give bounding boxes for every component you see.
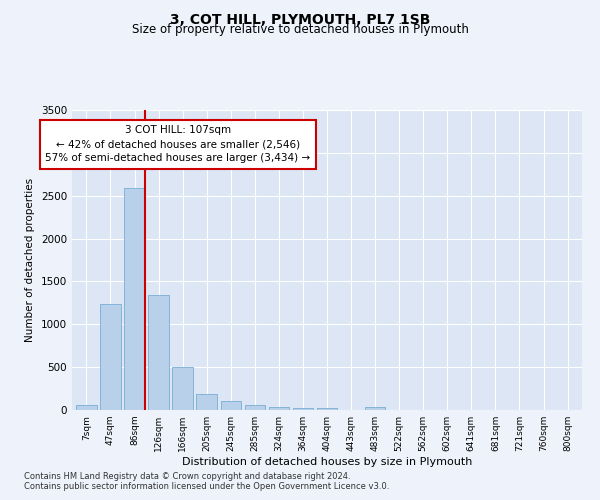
Bar	[124, 188, 145, 410]
Bar	[148, 295, 169, 410]
Bar	[196, 394, 217, 410]
Bar	[245, 406, 265, 410]
Text: Contains public sector information licensed under the Open Government Licence v3: Contains public sector information licen…	[24, 482, 389, 491]
Bar	[365, 408, 385, 410]
X-axis label: Distribution of detached houses by size in Plymouth: Distribution of detached houses by size …	[182, 457, 472, 467]
Y-axis label: Number of detached properties: Number of detached properties	[25, 178, 35, 342]
Bar	[100, 304, 121, 410]
Bar	[293, 408, 313, 410]
Text: Contains HM Land Registry data © Crown copyright and database right 2024.: Contains HM Land Registry data © Crown c…	[24, 472, 350, 481]
Text: 3, COT HILL, PLYMOUTH, PL7 1SB: 3, COT HILL, PLYMOUTH, PL7 1SB	[170, 12, 430, 26]
Text: 3 COT HILL: 107sqm
← 42% of detached houses are smaller (2,546)
57% of semi-deta: 3 COT HILL: 107sqm ← 42% of detached hou…	[45, 126, 310, 164]
Bar	[317, 408, 337, 410]
Text: Size of property relative to detached houses in Plymouth: Size of property relative to detached ho…	[131, 22, 469, 36]
Bar	[76, 405, 97, 410]
Bar	[172, 367, 193, 410]
Bar	[269, 408, 289, 410]
Bar	[221, 400, 241, 410]
